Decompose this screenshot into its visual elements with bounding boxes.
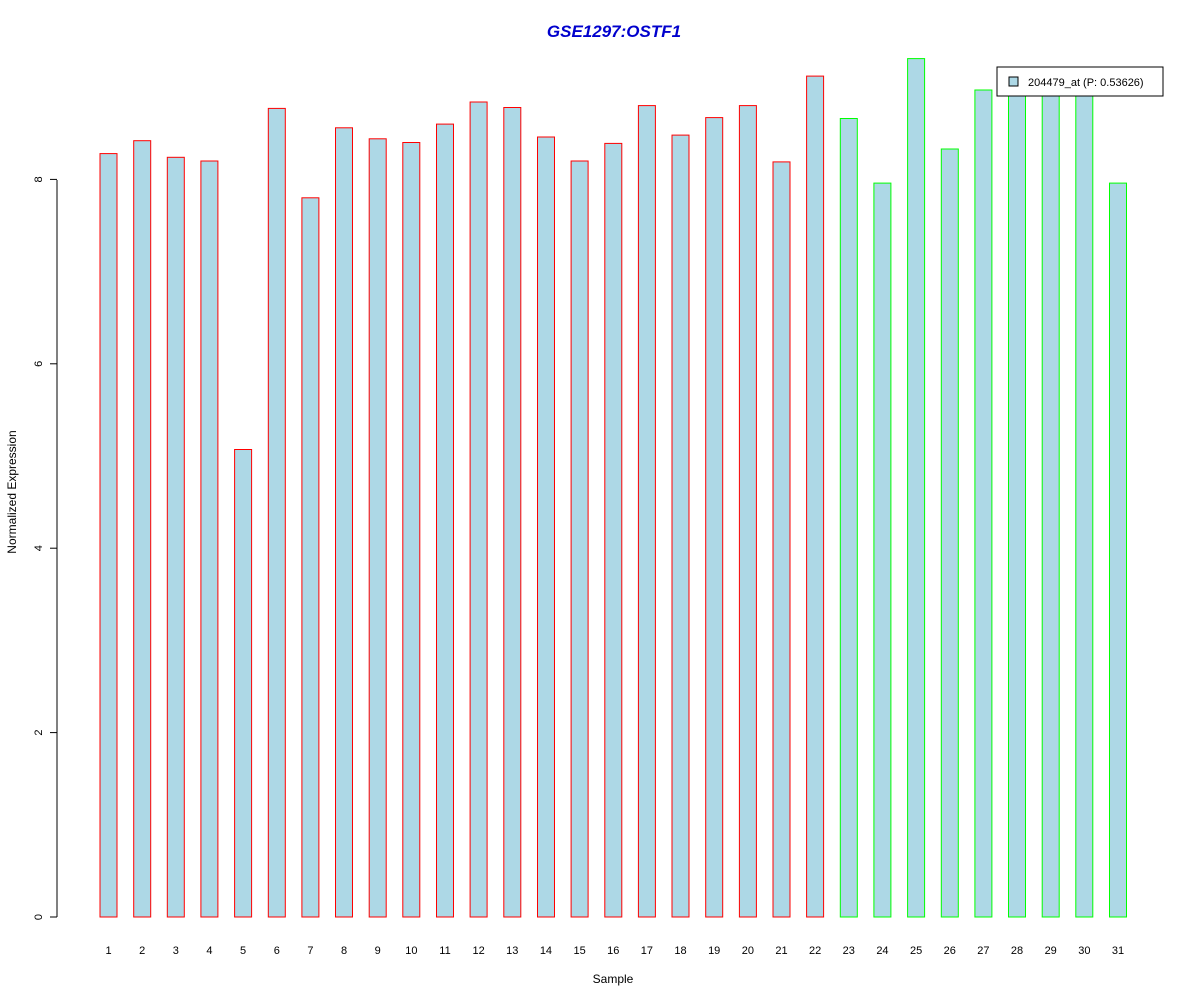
bar-sample-28	[1008, 91, 1026, 918]
chart-title: GSE1297:OSTF1	[547, 22, 681, 41]
x-tick-label: 15	[573, 945, 585, 957]
x-tick-label: 29	[1045, 945, 1057, 957]
y-tick-label: 8	[33, 176, 45, 182]
x-tick-label: 17	[641, 945, 653, 957]
bar-sample-20	[738, 105, 757, 918]
bar-sample-5	[234, 449, 253, 918]
y-axis: 0 2 4 6 8	[33, 176, 58, 920]
bar-sample-1	[99, 153, 118, 918]
x-tick-label: 1	[105, 945, 111, 957]
bar-sample-16	[604, 142, 623, 918]
x-tick-label: 28	[1011, 945, 1023, 957]
x-tick-label: 22	[809, 945, 821, 957]
legend-label: 204479_at (P: 0.53626)	[1028, 77, 1144, 89]
bar-sample-18	[671, 134, 690, 918]
x-tick-label: 30	[1078, 945, 1090, 957]
bar-sample-2	[133, 140, 152, 918]
bar-sample-13	[503, 107, 522, 918]
bar-sample-21	[772, 161, 791, 918]
bar-sample-25	[907, 58, 926, 918]
y-tick-label: 6	[33, 361, 45, 367]
x-tick-label: 14	[540, 945, 552, 957]
bar-sample-4	[200, 160, 219, 918]
bar-sample-17	[637, 105, 656, 918]
x-tick-label: 19	[708, 945, 720, 957]
y-tick-label: 4	[33, 545, 45, 551]
x-tick-label: 25	[910, 945, 922, 957]
y-axis-label: Normalized Expression	[5, 430, 19, 553]
x-tick-label: 3	[173, 945, 179, 957]
bar-sample-29	[1041, 91, 1060, 918]
legend-swatch	[1008, 76, 1019, 87]
x-axis-label: Sample	[593, 972, 634, 986]
x-tick-label: 4	[206, 945, 212, 957]
x-tick-label: 8	[341, 945, 347, 957]
x-tick-labels: 1 2 3 4 5 6 7 8 9 10 11 12 13 14 15 16 17 18 19 20 21 22 23 24 2…	[105, 945, 1124, 957]
x-tick-label: 26	[944, 945, 956, 957]
x-tick-label: 13	[506, 945, 518, 957]
bar-sample-6	[267, 107, 286, 918]
bar-sample-7	[301, 197, 320, 918]
legend: 204479_at (P: 0.53626)	[996, 66, 1164, 97]
bar-sample-19	[705, 117, 724, 918]
x-tick-label: 24	[876, 945, 888, 957]
x-tick-label: 21	[775, 945, 787, 957]
x-tick-label: 18	[674, 945, 686, 957]
bar-sample-15	[570, 160, 589, 918]
x-tick-label: 27	[977, 945, 989, 957]
bar-sample-23	[839, 118, 858, 918]
x-tick-label: 12	[473, 945, 485, 957]
bar-sample-26	[940, 148, 959, 918]
legend-box	[996, 66, 1164, 97]
bar-sample-31	[1109, 182, 1127, 918]
x-tick-label: 10	[405, 945, 417, 957]
bar-sample-22	[806, 75, 825, 918]
x-tick-label: 6	[274, 945, 280, 957]
bar-sample-8	[335, 127, 353, 918]
x-tick-label: 2	[139, 945, 145, 957]
bar-sample-10	[402, 142, 421, 918]
bar-sample-27	[974, 89, 993, 918]
bar-sample-14	[537, 136, 555, 918]
y-tick-label: 2	[33, 730, 45, 736]
bar-sample-3	[166, 156, 185, 918]
bar-sample-24	[873, 182, 892, 918]
bar-sample-30	[1075, 91, 1094, 918]
x-tick-label: 31	[1112, 945, 1124, 957]
bar-sample-11	[436, 123, 454, 918]
x-tick-label: 16	[607, 945, 619, 957]
bar-sample-9	[368, 138, 387, 918]
x-tick-label: 20	[742, 945, 754, 957]
x-tick-label: 11	[439, 945, 450, 957]
bars	[99, 58, 1127, 918]
x-tick-label: 7	[307, 945, 313, 957]
x-tick-label: 5	[240, 945, 246, 957]
x-tick-label: 23	[843, 945, 855, 957]
x-tick-label: 9	[375, 945, 381, 957]
y-tick-label: 0	[33, 914, 45, 920]
bar-sample-12	[469, 101, 488, 918]
